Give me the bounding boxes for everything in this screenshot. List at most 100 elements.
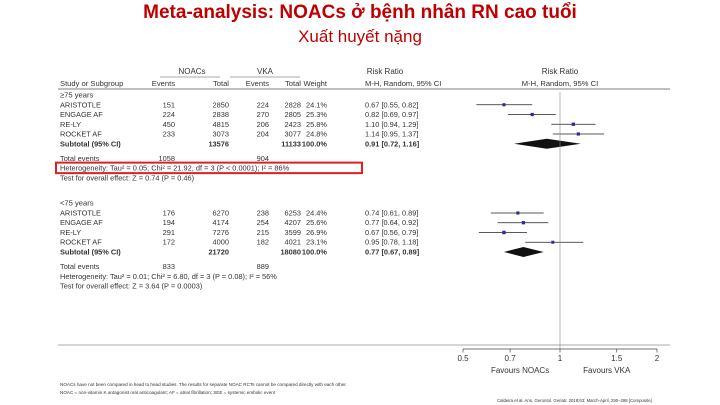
cell-weight: 23.1% xyxy=(306,238,327,247)
cell-total-noacs: 2850 xyxy=(213,100,229,109)
cell-ci: 1.14 [0.95, 1.37] xyxy=(365,130,418,139)
cell-weight: 25.3% xyxy=(306,110,327,119)
header-risk-ratio-right: Risk Ratio xyxy=(542,67,579,76)
cell-events-vka: 182 xyxy=(257,238,269,247)
pooled-diamond xyxy=(514,138,581,149)
study-name: ENGAGE AF xyxy=(60,218,103,227)
effect-square xyxy=(530,112,534,117)
cell-events-vka: 270 xyxy=(257,110,269,119)
slide-subtitle: Xuất huyết nặng xyxy=(298,27,422,46)
cell-weight: 24.4% xyxy=(306,208,327,217)
footnote-disclaimer: NOACs have not been compared in head to … xyxy=(60,382,347,387)
total-events-noacs: 1058 xyxy=(159,154,175,163)
header-events-noacs: Events xyxy=(152,79,175,88)
overall-effect-text: Test for overall effect: Z = 3.64 (P = 0… xyxy=(60,282,202,291)
cell-events-noacs: 233 xyxy=(163,130,175,139)
axis-label-favours-noacs: Favours NOACs xyxy=(491,366,549,375)
header-weight: Weight xyxy=(304,79,328,88)
cell-total-noacs: 7276 xyxy=(213,228,229,237)
cell-total-vka: 6253 xyxy=(285,208,301,217)
footnote-source: Caldeira et al. Ann. Gerontol. Geriatr. … xyxy=(497,398,652,403)
heterogeneity-text: Heterogeneity: Tau² = 0.05; Chi² = 21.92… xyxy=(60,164,290,173)
cell-total-vka: 3077 xyxy=(285,130,301,139)
cell-events-noacs: 151 xyxy=(163,100,175,109)
header-risk-ratio: Risk Ratio xyxy=(367,67,404,76)
cell-weight: 26.9% xyxy=(306,228,327,237)
pooled-diamond xyxy=(503,246,544,257)
subgroup-label: ≥75 years xyxy=(60,91,93,100)
cell-ci: 0.95 [0.78, 1.18] xyxy=(365,238,418,247)
cell-total-noacs: 4174 xyxy=(213,218,229,227)
subtotal-total-noacs: 21720 xyxy=(208,247,229,256)
total-events-label: Total events xyxy=(60,154,100,163)
total-events-label: Total events xyxy=(60,262,100,271)
footnote-abbreviations: NOAC = non-vitamin K antagonist oral ant… xyxy=(60,390,276,395)
effect-square xyxy=(576,132,580,136)
subtotal-ci: 0.91 [0.72, 1.16] xyxy=(365,139,420,148)
header-method: M-H, Random, 95% CI xyxy=(365,79,441,88)
cell-events-noacs: 194 xyxy=(163,218,175,227)
cell-total-noacs: 2838 xyxy=(213,110,229,119)
cell-total-vka: 4207 xyxy=(285,218,301,227)
subtotal-total-vka: 11133 xyxy=(281,139,301,148)
subtotal-total-noacs: 13576 xyxy=(208,139,229,148)
heterogeneity-highlight xyxy=(55,161,363,175)
cell-events-noacs: 224 xyxy=(163,110,175,119)
cell-total-vka: 4021 xyxy=(285,238,301,247)
cell-events-vka: 254 xyxy=(257,218,269,227)
overall-effect-text: Test for overall effect: Z = 0.74 (P = 0… xyxy=(60,173,194,182)
header-method-right: M-H, Random, 95% CI xyxy=(522,79,598,88)
header-total-vka: Total xyxy=(285,79,301,88)
cell-total-noacs: 6270 xyxy=(213,208,229,217)
cell-total-vka: 3599 xyxy=(285,228,301,237)
effect-square xyxy=(521,221,526,225)
cell-total-vka: 2423 xyxy=(285,120,301,129)
cell-events-noacs: 450 xyxy=(163,120,175,129)
cell-total-noacs: 4000 xyxy=(213,238,229,247)
subtotal-label: Subtotal (95% CI) xyxy=(60,247,121,256)
cell-weight: 25.6% xyxy=(306,218,327,227)
header-total-noacs: Total xyxy=(213,79,229,88)
subtotal-weight: 100.0% xyxy=(302,139,327,148)
effect-square xyxy=(571,122,575,126)
x-tick-label: 1 xyxy=(558,354,563,363)
cell-total-noacs: 3073 xyxy=(213,130,229,139)
cell-weight: 24.1% xyxy=(306,100,327,109)
cell-events-vka: 206 xyxy=(257,120,269,129)
cell-total-noacs: 4815 xyxy=(213,120,229,129)
header-study: Study or Subgroup xyxy=(60,79,123,88)
subtotal-weight: 100.0% xyxy=(302,247,327,256)
cell-events-noacs: 172 xyxy=(163,238,175,247)
header-noacs: NOACs xyxy=(178,67,205,76)
study-name: ROCKET AF xyxy=(60,238,102,247)
x-tick-label: 0.7 xyxy=(505,354,517,363)
study-name: ROCKET AF xyxy=(60,130,102,139)
subtotal-ci: 0.77 [0.67, 0.89] xyxy=(365,247,420,256)
effect-square xyxy=(502,103,506,107)
cell-ci: 0.67 [0.55, 0.82] xyxy=(365,100,418,109)
axis-label-favours-vka: Favours VKA xyxy=(583,366,631,375)
subtotal-label: Subtotal (95% CI) xyxy=(60,139,121,148)
cell-events-noacs: 291 xyxy=(163,228,175,237)
cell-events-vka: 224 xyxy=(257,100,269,109)
study-name: ENGAGE AF xyxy=(60,110,103,119)
subtotal-total-vka: 18080 xyxy=(280,247,301,256)
cell-weight: 24.8% xyxy=(306,130,327,139)
x-tick-label: 0.5 xyxy=(457,354,469,363)
effect-square xyxy=(551,240,555,244)
cell-total-vka: 2805 xyxy=(285,110,301,119)
cell-ci: 1.10 [0.94, 1.29] xyxy=(365,120,418,129)
x-tick-label: 2 xyxy=(655,354,660,363)
slide-title: Meta-analysis: NOACs ở bệnh nhân RN cao … xyxy=(143,2,577,23)
cell-total-vka: 2828 xyxy=(285,100,301,109)
total-events-vka: 904 xyxy=(257,154,269,163)
cell-events-noacs: 176 xyxy=(163,208,175,217)
total-events-vka: 889 xyxy=(257,262,269,271)
cell-ci: 0.74 [0.61, 0.89] xyxy=(365,208,418,217)
cell-ci: 0.67 [0.56, 0.79] xyxy=(365,228,418,237)
x-tick-label: 1.5 xyxy=(611,354,623,363)
effect-square xyxy=(516,211,520,215)
cell-events-vka: 204 xyxy=(257,130,269,139)
study-name: ARISTOTLE xyxy=(60,208,101,217)
